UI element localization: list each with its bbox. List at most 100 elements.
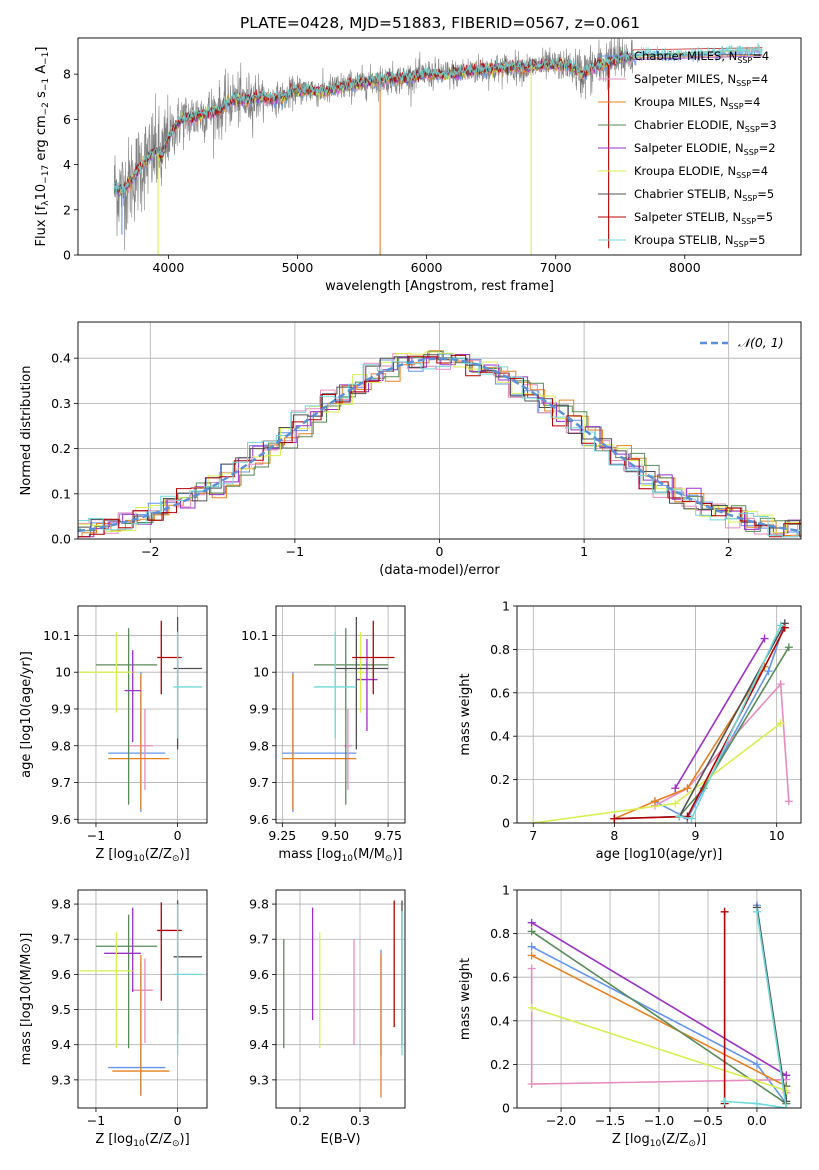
x-tick-label: 2 — [725, 544, 733, 559]
weight-marker — [527, 964, 536, 973]
x-tick-label: 4000 — [152, 260, 184, 275]
weight-marker — [683, 784, 692, 793]
y-tick-label: 0 — [502, 816, 510, 831]
x-tick-label: 8000 — [669, 260, 701, 275]
y-tick-label: 0.4 — [490, 729, 510, 744]
y-tick-label: 9.8 — [249, 738, 269, 753]
label-part: −17 — [41, 165, 51, 184]
x-tick-label: −2.0 — [546, 1113, 576, 1128]
y-tick-label: 10.1 — [241, 628, 269, 643]
label-part: s — [34, 91, 49, 102]
legend-entry: Chabrier MILES, NSSP=4 — [634, 49, 769, 65]
legend-value: =4 — [751, 164, 768, 178]
x-axis-label: mass [log10(M/M⊙)] — [278, 847, 402, 864]
y-axis-label: mass [log10(M/M⊙)] — [19, 933, 34, 1066]
y-tick-label: 9.6 — [249, 967, 269, 982]
weight-marker — [776, 719, 785, 728]
weight-line-5 — [674, 638, 766, 789]
label-part: ⊙ — [172, 1139, 180, 1149]
legend-subscript: SSP — [737, 56, 752, 65]
axes-frame — [516, 605, 802, 824]
weight-line-5 — [531, 922, 787, 1076]
y-axis-label: age [log10(age/yr)] — [19, 651, 34, 778]
y-tick-label: 0.1 — [51, 486, 71, 501]
y-tick-label: 0.2 — [51, 441, 71, 456]
histogram-5 — [78, 354, 801, 538]
label-part: )] — [180, 1132, 190, 1147]
x-tick-label: 9.75 — [374, 828, 402, 843]
weight-marker — [720, 907, 729, 916]
x-tick-label: −1.5 — [595, 1113, 625, 1128]
weight-marker — [720, 1097, 729, 1106]
y-tick-label: 0 — [63, 248, 71, 263]
x-tick-label: 1 — [580, 544, 588, 559]
label-part: 10 — [133, 854, 145, 864]
axes-frame — [275, 605, 406, 824]
legend-subscript: SSP — [736, 171, 751, 180]
weight-marker — [527, 927, 536, 936]
weight-marker — [764, 667, 773, 676]
legend-subscript: SSP — [742, 194, 757, 203]
weight-marker — [527, 942, 536, 951]
label-part: −1 — [41, 52, 51, 65]
model-spectrum-9 — [113, 42, 763, 196]
weight-marker — [760, 634, 769, 643]
legend-value: =3 — [760, 118, 777, 132]
y-tick-label: 9.7 — [51, 932, 71, 947]
y-tick-label: 9.9 — [249, 701, 269, 716]
weight-marker — [784, 643, 793, 652]
y-tick-label: 2 — [63, 202, 71, 217]
plot-area — [282, 617, 395, 812]
y-tick-label: 9.7 — [249, 775, 269, 790]
y-tick-label: 9.5 — [51, 1002, 71, 1017]
panel-residuals: −2 −1 0 1 2 0.0 0.1 0.2 0.3 0.4 (data-model)/error… — [19, 321, 802, 578]
x-tick-label: 7000 — [540, 260, 572, 275]
axes-frame — [77, 605, 208, 824]
weight-line-6 — [531, 1006, 787, 1092]
histogram-4 — [78, 351, 801, 532]
x-tick-label: 9 — [692, 828, 700, 843]
x-tick-label: −1 — [87, 828, 105, 843]
legend-text: Salpeter STELIB, N — [634, 210, 741, 224]
x-tick-label: 0.3 — [350, 1113, 370, 1128]
axes-frame — [516, 889, 802, 1109]
label-part: Z [log — [612, 1132, 650, 1147]
weight-line-8 — [614, 627, 786, 820]
plot-area — [78, 350, 801, 538]
y-tick-label: 9.6 — [51, 812, 71, 827]
panel-mass-weight-vs-age: 7 8 9 10 0 0.2 0.4 0.6 0.8 1 age [log10(age/yr)] ma… — [458, 599, 802, 862]
panel-spectrum: 4000 5000 6000 7000 8000 0 2 4 6 8 wavelength [Ang… — [34, 37, 802, 294]
y-axis-label: Flux [fλ10−17 erg cm−2 s−1 A−1] — [34, 47, 51, 247]
y-tick-label: 0.2 — [490, 772, 510, 787]
label-part: )] — [696, 1132, 706, 1147]
y-tick-label: 0.6 — [490, 970, 510, 985]
legend-text: Salpeter ELODIE, N — [634, 141, 744, 155]
legend-text: Salpeter MILES, N — [634, 72, 736, 86]
y-axis-label: Normed distribution — [19, 366, 34, 496]
x-tick-label: 0 — [174, 1113, 182, 1128]
legend-text: Kroupa ELODIE, N — [634, 164, 736, 178]
x-tick-label: 7 — [529, 828, 537, 843]
x-axis-label: (data-model)/error — [379, 563, 500, 578]
legend-entry: 𝒩(0, 1) — [738, 335, 784, 350]
label-part: Flux [f — [34, 205, 49, 246]
label-part: ] — [34, 47, 49, 52]
x-tick-label: 5000 — [282, 260, 314, 275]
y-tick-label: 8 — [63, 67, 71, 82]
weight-marker — [776, 621, 785, 630]
weight-line-7 — [614, 623, 786, 820]
weight-marker — [752, 1099, 761, 1108]
legend-text: Chabrier STELIB, N — [634, 187, 742, 201]
label-part: −1 — [41, 78, 51, 91]
label-part: 10 — [342, 854, 354, 864]
model-spectrum-8 — [113, 47, 763, 193]
weight-marker — [782, 1071, 791, 1080]
y-tick-label: 9.7 — [51, 775, 71, 790]
weight-line-3 — [614, 666, 766, 820]
weight-marker — [780, 623, 789, 632]
gaussian-curve — [78, 357, 801, 533]
weight-marker — [675, 812, 684, 821]
legend-entry: Salpeter STELIB, NSSP=5 — [634, 210, 773, 226]
legend-entry: Kroupa STELIB, NSSP=5 — [634, 233, 765, 249]
weight-marker — [752, 1060, 761, 1069]
